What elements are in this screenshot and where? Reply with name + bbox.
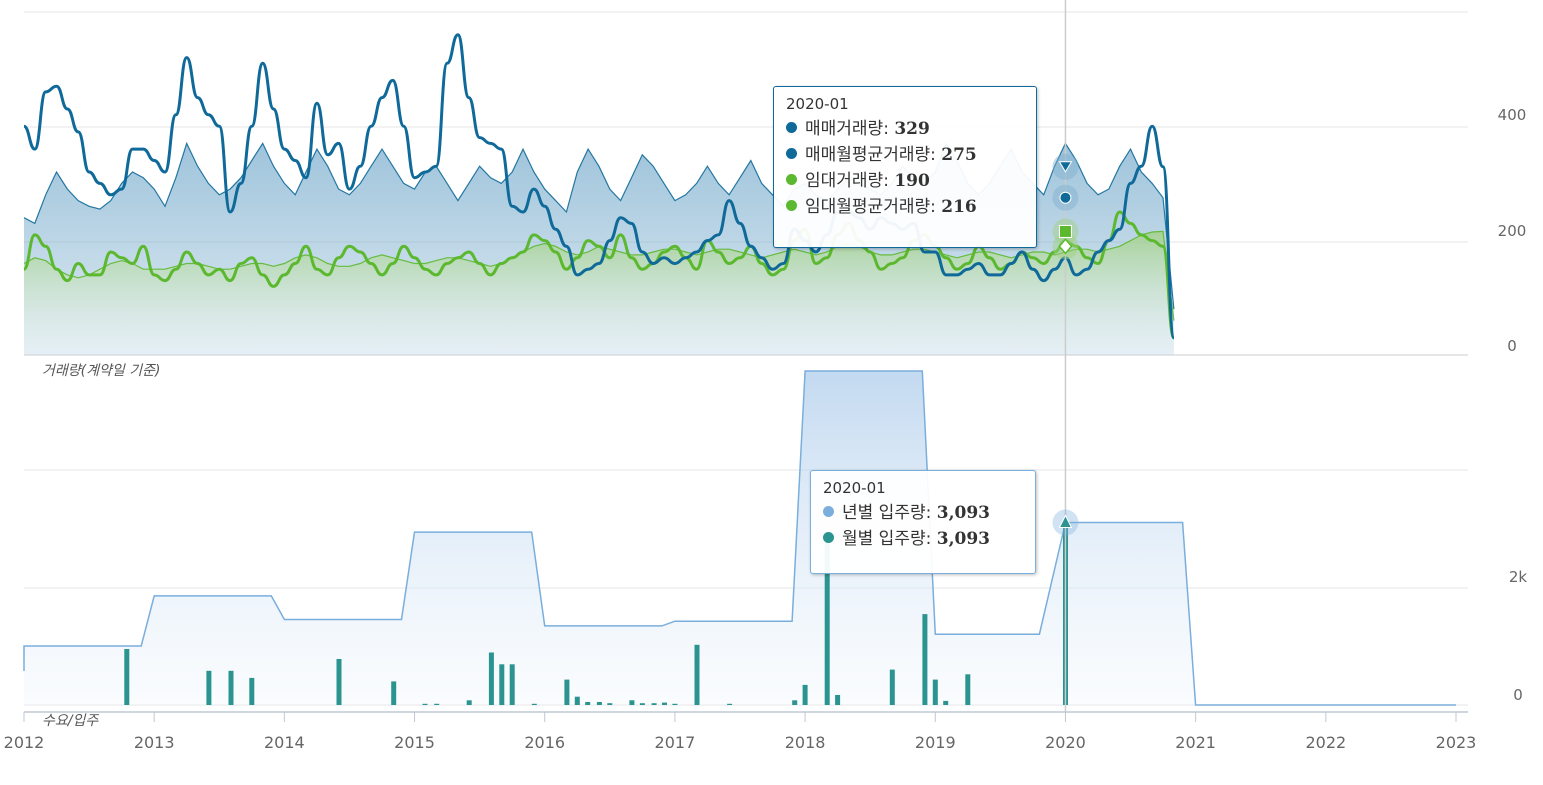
bottom-y-tick-label: 0 bbox=[1513, 686, 1523, 704]
tooltip-row-rent-avg: 임대월평균거래량: 216 bbox=[786, 194, 1024, 220]
tooltip-row-monthly: 월별 입주량: 3,093 bbox=[823, 526, 1023, 552]
monthly-supply-bar bbox=[932, 679, 938, 705]
x-tick-label: 2023 bbox=[1436, 733, 1477, 752]
bottom-panel-areas bbox=[23, 370, 1456, 706]
monthly-supply-bar bbox=[889, 669, 895, 705]
tooltip-supply: 2020-01 년별 입주량: 3,093 월별 입주량: 3,093 bbox=[810, 470, 1036, 574]
tooltip-row-sale-avg: 매매월평균거래량: 275 bbox=[786, 142, 1024, 168]
yearly-supply-line bbox=[23, 370, 1456, 706]
monthly-supply-bar bbox=[672, 703, 678, 705]
monthly-supply-bar bbox=[391, 681, 397, 705]
monthly-supply-bar bbox=[531, 703, 537, 705]
monthly-supply-bar bbox=[965, 674, 971, 705]
bottom-y-tick-label: 2k bbox=[1509, 568, 1528, 586]
monthly-supply-bar bbox=[124, 649, 130, 705]
monthly-supply-bar bbox=[922, 614, 928, 705]
monthly-supply-bar bbox=[564, 679, 570, 705]
top-panel-title: 거래량(계약일 기준) bbox=[42, 363, 160, 379]
tooltip-row-rent: 임대거래량: 190 bbox=[786, 168, 1024, 194]
monthly-supply-bar bbox=[607, 703, 613, 705]
monthly-supply-bar bbox=[249, 677, 255, 705]
x-tick-label: 2017 bbox=[655, 733, 696, 752]
monthly-supply-bar bbox=[651, 703, 657, 705]
monthly-supply-bar bbox=[434, 703, 440, 705]
bottom-panel-title: 수요/입주 bbox=[42, 713, 99, 729]
monthly-supply-bar bbox=[835, 695, 841, 705]
rent-marker bbox=[1058, 238, 1073, 255]
x-tick-label: 2020 bbox=[1045, 733, 1086, 752]
top-y-tick-label: 0 bbox=[1507, 337, 1517, 355]
sale-avg-marker bbox=[1059, 191, 1072, 204]
monthly-supply-bar bbox=[824, 541, 830, 705]
x-tick-label: 2015 bbox=[394, 733, 435, 752]
monthly-supply-bar bbox=[422, 703, 428, 705]
x-tick-label: 2013 bbox=[134, 733, 175, 752]
rent-avg-marker bbox=[1058, 224, 1072, 238]
sale-marker bbox=[1058, 161, 1073, 173]
monthly-supply-bar bbox=[802, 684, 808, 705]
tooltip-supply-date: 2020-01 bbox=[823, 479, 886, 497]
tooltip-row-sale: 매매거래량: 329 bbox=[786, 116, 1024, 142]
x-tick-label: 2012 bbox=[4, 733, 45, 752]
monthly-supply-bar bbox=[639, 703, 645, 705]
monthly-supply-bar bbox=[228, 670, 234, 705]
monthly-supply-bar bbox=[585, 702, 591, 705]
top-y-tick-label: 400 bbox=[1498, 106, 1527, 124]
monthly-supply-bar bbox=[574, 696, 580, 705]
monthly-supply-bar bbox=[792, 700, 798, 705]
hover-markers bbox=[1052, 0, 1079, 712]
monthly-supply-bar bbox=[336, 659, 342, 705]
sale-volume-line bbox=[23, 33, 1176, 340]
rent-volume-line bbox=[22, 210, 1176, 340]
x-tick-label: 2019 bbox=[915, 733, 956, 752]
x-tick-label: 2022 bbox=[1305, 733, 1346, 752]
monthly-supply-bar bbox=[499, 664, 505, 705]
axes: 2012 2013 2014 2015 2016 2017 2018 2019 2020 2021… bbox=[4, 106, 1528, 752]
monthly-supply-bar bbox=[509, 664, 515, 705]
monthly-supply-bar bbox=[943, 700, 949, 705]
top-panel-lines bbox=[22, 33, 1176, 340]
top-y-tick-label: 200 bbox=[1498, 222, 1527, 240]
x-tick-label: 2021 bbox=[1175, 733, 1216, 752]
supply-marker bbox=[1058, 514, 1073, 529]
x-tick-label: 2016 bbox=[524, 733, 565, 752]
monthly-supply-bar bbox=[727, 703, 733, 705]
tooltip-trade: 2020-01 매매거래량: 329 매매월평균거래량: 275 임대거래량: … bbox=[773, 86, 1037, 248]
x-tick-label: 2018 bbox=[785, 733, 826, 752]
monthly-supply-bar bbox=[206, 670, 212, 705]
tooltip-trade-date: 2020-01 bbox=[786, 95, 849, 113]
monthly-supply-bar bbox=[488, 652, 494, 705]
yearly-supply-area bbox=[24, 371, 1456, 705]
monthly-supply-bar bbox=[596, 702, 602, 705]
monthly-supply-bar bbox=[694, 644, 700, 705]
tooltip-row-yearly: 년별 입주량: 3,093 bbox=[823, 500, 1023, 526]
monthly-supply-bar bbox=[662, 702, 667, 705]
monthly-supply-bar bbox=[466, 700, 472, 705]
x-tick-label: 2014 bbox=[264, 733, 305, 752]
monthly-supply-bar bbox=[629, 700, 635, 705]
